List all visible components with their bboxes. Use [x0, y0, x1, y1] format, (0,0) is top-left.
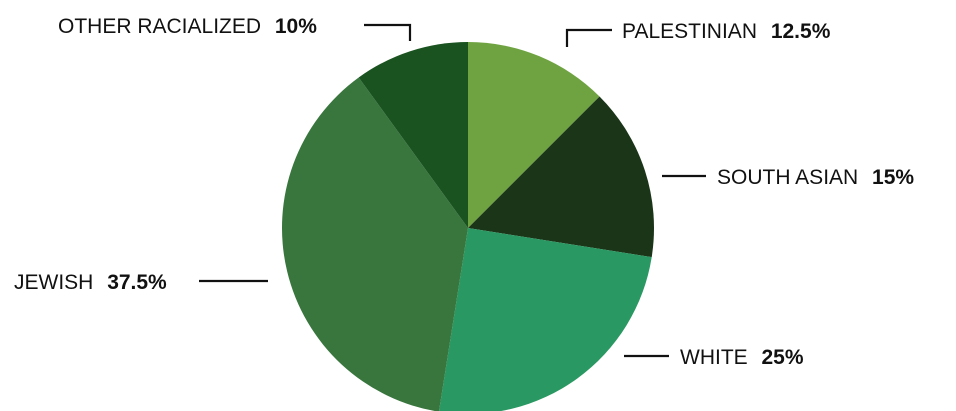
label-south-asian: SOUTH ASIAN 15%	[717, 166, 914, 189]
pie-slice-south-asian	[468, 96, 654, 258]
pie-slice-other-racialized	[358, 41, 468, 228]
pie-slices	[282, 41, 654, 411]
label-south-asian-name: SOUTH ASIAN	[717, 166, 858, 189]
label-white: WHITE 25%	[680, 346, 804, 369]
leader-lines	[199, 23, 706, 358]
leader-line-palestinian	[565, 28, 612, 47]
label-south-asian-value: 15%	[872, 166, 914, 189]
label-palestinian-name: PALESTINIAN	[622, 20, 757, 43]
pie-slice-jewish	[282, 77, 468, 411]
label-white-value: 25%	[762, 346, 804, 369]
pie-slice-palestinian	[468, 42, 600, 228]
label-jewish-name: JEWISH	[14, 271, 93, 294]
label-palestinian: PALESTINIAN 12.5%	[622, 20, 831, 43]
label-jewish: JEWISH 37.5%	[14, 271, 167, 294]
label-other-racialized-name: OTHER RACIALIZED	[58, 15, 261, 38]
label-other-racialized-value: 10%	[275, 15, 317, 38]
label-other-racialized: OTHER RACIALIZED 10%	[58, 15, 317, 38]
label-palestinian-value: 12.5%	[771, 20, 831, 43]
pie-slice-white	[439, 228, 652, 411]
label-jewish-value: 37.5%	[107, 271, 167, 294]
leader-line-other-racialized	[364, 23, 412, 41]
label-white-name: WHITE	[680, 346, 748, 369]
